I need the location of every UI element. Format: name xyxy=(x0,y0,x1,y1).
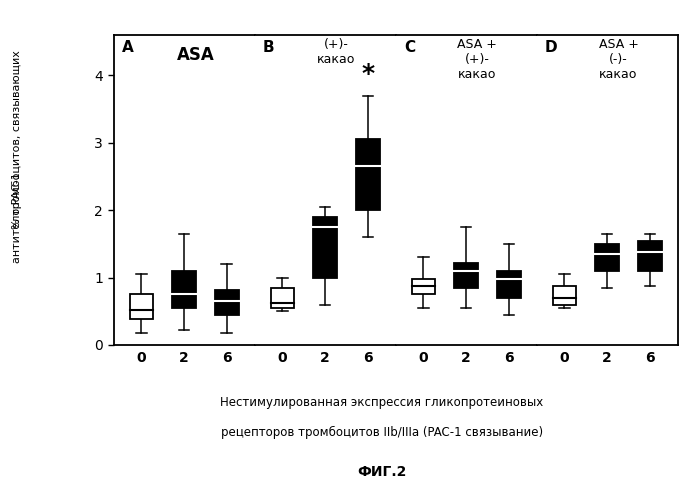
Bar xyxy=(129,294,153,320)
Text: A: A xyxy=(122,40,133,54)
Text: C: C xyxy=(404,40,415,54)
Text: антитело PAC-1: антитело PAC-1 xyxy=(12,172,22,263)
Text: ASA +
(+)-
какао: ASA + (+)- какао xyxy=(458,38,497,81)
Text: ФИГ.2: ФИГ.2 xyxy=(357,466,407,479)
Text: B: B xyxy=(263,40,275,54)
Bar xyxy=(638,240,662,271)
Text: (+)-
какао: (+)- какао xyxy=(317,38,356,66)
Text: ASA: ASA xyxy=(176,46,214,64)
Text: рецепторов тромбоцитов IIb/IIIa (PAC-1 связывание): рецепторов тромбоцитов IIb/IIIa (PAC-1 с… xyxy=(221,426,543,439)
Bar xyxy=(595,244,619,271)
Bar xyxy=(313,217,337,278)
Text: ASA +
(-)-
какао: ASA + (-)- какао xyxy=(599,38,638,81)
Bar xyxy=(356,140,380,210)
Bar xyxy=(411,279,435,294)
Bar xyxy=(215,290,239,314)
Bar xyxy=(270,288,294,308)
Text: % тромбоцитов, связывающих: % тромбоцитов, связывающих xyxy=(12,50,22,230)
Bar xyxy=(497,271,521,298)
Text: Нестимулированная экспрессия гликопротеиновых: Нестимулированная экспрессия гликопротеи… xyxy=(220,396,544,409)
Bar xyxy=(552,286,576,304)
Bar xyxy=(172,271,196,308)
Text: D: D xyxy=(545,40,558,54)
Bar xyxy=(454,263,478,287)
Text: *: * xyxy=(361,62,374,86)
